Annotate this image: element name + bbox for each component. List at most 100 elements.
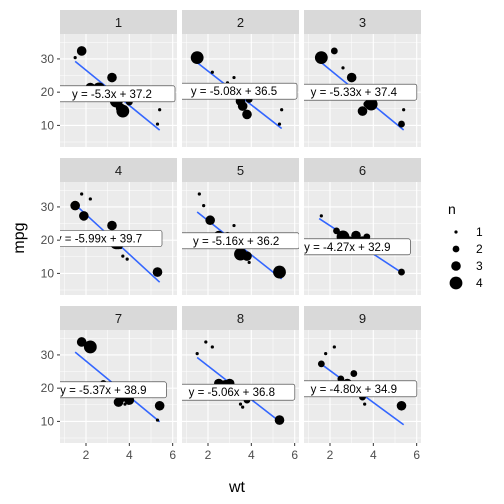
facet-strip	[60, 10, 177, 34]
equation-label-text: y = -4.27x + 32.9	[304, 242, 390, 254]
x-tick-label: 6	[413, 448, 420, 462]
data-point	[242, 251, 252, 261]
equation-label-text: y = -5.3x + 37.2	[72, 89, 152, 101]
data-point	[88, 197, 92, 201]
equation-label: y = -5.37x + 38.9	[60, 381, 167, 399]
data-point	[80, 192, 84, 196]
legend-key-3	[451, 261, 461, 271]
facet-panel-3: 3 y = -5.33x + 37.4	[304, 10, 421, 147]
data-point	[364, 97, 378, 111]
facet-strip	[182, 306, 299, 330]
data-point	[154, 400, 165, 411]
data-point	[350, 370, 358, 377]
equation-label-text: y = -5.99x + 39.7	[56, 234, 142, 246]
panel-plot-area: y = -5.08x + 36.5	[182, 34, 299, 147]
equation-label-text: y = -5.16x + 36.2	[193, 236, 279, 248]
facet-strip	[60, 158, 177, 182]
x-tick-label: 4	[370, 448, 377, 462]
panel-plot-area: y = -5.06x + 36.8	[182, 330, 299, 443]
equation-label-box	[60, 381, 167, 399]
facet-strip-label: 4	[115, 163, 122, 178]
y-axis-title: mpg	[11, 222, 28, 253]
equation-label: y = -5.06x + 36.8	[182, 383, 296, 401]
data-point	[314, 51, 328, 64]
legend-label-3: 3	[476, 259, 483, 273]
y-tick-label: 10	[41, 118, 55, 132]
facet-strip	[182, 10, 299, 34]
equation-label: y = -5.08x + 36.5	[182, 82, 298, 100]
x-tick-label: 4	[248, 448, 255, 462]
data-point	[402, 108, 406, 112]
legend: n 1 2 3 4	[448, 201, 483, 290]
data-point	[195, 351, 199, 356]
data-point	[273, 265, 286, 279]
data-point	[238, 402, 243, 406]
facet-strip-label: 5	[237, 163, 244, 178]
equation-label: y = -5.33x + 37.4	[304, 83, 418, 101]
data-point	[202, 203, 206, 208]
data-point	[396, 400, 407, 411]
data-point	[197, 192, 201, 196]
y-tick-label: 20	[41, 381, 55, 395]
data-point	[330, 47, 338, 55]
facet-strip-label: 3	[359, 15, 366, 30]
data-point	[280, 108, 284, 112]
legend-title: n	[448, 201, 456, 217]
data-point	[70, 200, 80, 211]
panel-plot-area: y = -4.80x + 34.9	[304, 330, 421, 443]
facet-panel-9: 9 y = -4.80x + 34.9	[304, 306, 421, 443]
data-point	[247, 260, 251, 265]
data-point	[232, 223, 236, 228]
x-tick-label: 2	[83, 448, 90, 462]
data-point	[155, 418, 160, 422]
equation-label: y = -5.3x + 37.2	[60, 85, 176, 103]
data-point	[277, 122, 282, 126]
data-point	[79, 211, 89, 221]
y-tick-label: 10	[41, 414, 55, 428]
equation-label-box	[304, 238, 411, 256]
data-point	[341, 66, 345, 70]
data-point	[107, 72, 117, 83]
data-point	[83, 340, 97, 354]
data-point	[73, 55, 77, 60]
facet-strip-label: 1	[115, 15, 122, 30]
data-point	[242, 109, 252, 120]
data-point	[232, 75, 236, 80]
data-point	[398, 120, 405, 128]
equation-label-box	[182, 82, 298, 100]
data-point	[319, 214, 323, 218]
data-point	[398, 268, 405, 276]
data-point	[116, 104, 130, 118]
equation-label: y = -4.27x + 32.9	[304, 238, 411, 256]
facet-strip-label: 8	[237, 311, 244, 326]
data-point	[158, 108, 162, 112]
legend-key-2	[452, 245, 460, 253]
facet-strip-label: 9	[359, 311, 366, 326]
facet-panel-1: 1 y = -5.3x + 37.2	[60, 10, 177, 147]
y-tick-label: 20	[41, 233, 55, 247]
equation-label: y = -5.99x + 39.7	[56, 230, 163, 247]
data-point	[274, 415, 285, 425]
panel-plot-area: y = -5.3x + 37.2	[60, 34, 177, 147]
y-tick-label: 30	[41, 200, 55, 214]
facet-strip-label: 6	[359, 163, 366, 178]
legend-key-1	[454, 230, 458, 234]
facet-strip	[60, 306, 177, 330]
facet-strip	[182, 158, 299, 182]
equation-label-text: y = -5.08x + 36.5	[191, 86, 277, 98]
panel-plot-area: y = -5.16x + 36.2	[182, 182, 299, 295]
panel-plot-area: y = -5.99x + 39.7	[56, 182, 177, 295]
equation-label-box	[60, 85, 176, 103]
x-tick-label: 4	[126, 448, 133, 462]
data-point	[204, 340, 208, 344]
data-point	[210, 70, 214, 74]
equation-label-box	[304, 380, 418, 398]
axes-layer: 10 20 30 10 20 30 10 20 30 2 4 6 2 4 6 2 4 6	[41, 52, 421, 462]
facet-panel-8: 8 y = -5.06x + 36.8	[182, 306, 299, 443]
x-axis-title: wt	[228, 479, 246, 496]
data-point	[155, 122, 160, 126]
data-point	[190, 51, 204, 64]
equation-label-text: y = -4.80x + 34.9	[311, 384, 397, 396]
equation-label: y = -5.16x + 36.2	[182, 232, 299, 250]
